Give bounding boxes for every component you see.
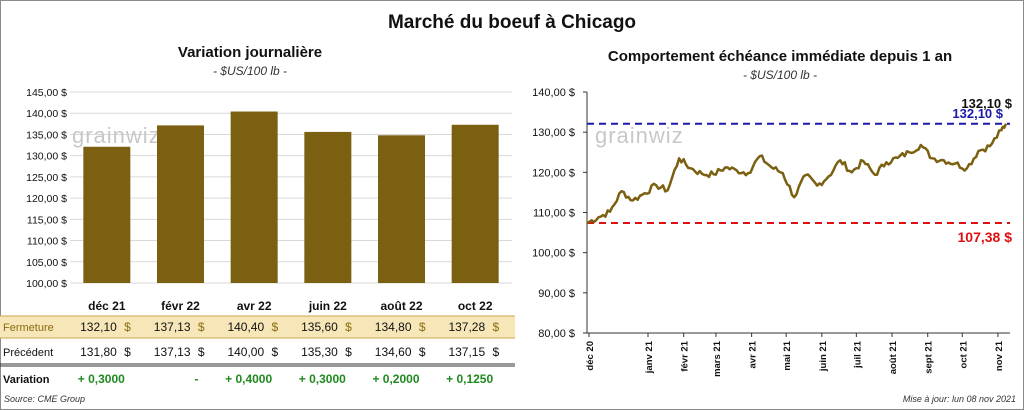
variation-value: + 0,3000 bbox=[78, 372, 125, 386]
bar bbox=[378, 135, 425, 283]
right-x-tick: juin 21 bbox=[818, 340, 829, 372]
right-x-tick: févr 21 bbox=[680, 340, 691, 371]
right-x-tick: déc 20 bbox=[585, 341, 596, 371]
category-label: avr 22 bbox=[237, 299, 272, 313]
left-y-tick: 100,00 $ bbox=[26, 278, 67, 290]
precedent-value: 137,15 bbox=[448, 345, 485, 359]
right-y-axis: 140,00 $ 130,00 $ 120,00 $ 110,00 $ 100,00 $… bbox=[532, 87, 587, 340]
right-x-tick: juil 21 bbox=[852, 340, 863, 369]
right-x-tick: août 21 bbox=[888, 340, 899, 374]
right-y-tick: 80,00 $ bbox=[538, 328, 575, 340]
precedent-currency: $ bbox=[271, 345, 278, 359]
bar bbox=[157, 125, 204, 283]
fermeture-currency: $ bbox=[198, 320, 205, 334]
left-y-tick: 125,00 $ bbox=[26, 172, 67, 184]
bar bbox=[83, 146, 131, 283]
last-value-label: 132,10 $ bbox=[961, 96, 1012, 111]
right-y-tick: 100,00 $ bbox=[532, 248, 575, 260]
fermeture-currency: $ bbox=[492, 320, 499, 334]
right-y-tick: 90,00 $ bbox=[538, 288, 575, 300]
left-y-tick: 120,00 $ bbox=[26, 193, 67, 205]
right-x-tick: oct 21 bbox=[958, 340, 969, 368]
left-y-tick: 115,00 $ bbox=[27, 214, 67, 226]
fermeture-value: 134,80 bbox=[375, 320, 412, 334]
variation-label: Variation bbox=[3, 374, 50, 386]
left-bars: déc 21 févr 22 avr 22 juin 22 août 22 oct 22 bbox=[83, 111, 499, 313]
category-label: août 22 bbox=[380, 299, 422, 313]
fermeture-value: 140,40 bbox=[227, 320, 264, 334]
left-y-tick: 135,00 $ bbox=[26, 129, 67, 141]
category-label: déc 21 bbox=[88, 299, 126, 313]
high-label: 132,10 $ bbox=[952, 106, 1003, 121]
fermeture-value: 137,13 bbox=[154, 320, 191, 334]
precedent-currency: $ bbox=[492, 345, 499, 359]
bar bbox=[304, 131, 352, 283]
source-note: Source: CME Group bbox=[4, 394, 86, 404]
left-subtitle: Variation journalière bbox=[177, 44, 323, 61]
category-label: juin 22 bbox=[308, 299, 347, 313]
precedent-value: 134,60 bbox=[375, 345, 412, 359]
left-y-tick: 110,00 $ bbox=[27, 236, 67, 248]
right-x-tick: nov 21 bbox=[994, 340, 1005, 371]
precedent-label: Précédent bbox=[3, 347, 53, 359]
fermeture-row-bg bbox=[0, 316, 515, 338]
variation-value: + 0,1250 bbox=[446, 372, 493, 386]
fermeture-value: 135,60 bbox=[301, 320, 338, 334]
precedent-value: 131,80 bbox=[80, 345, 117, 359]
right-x-tick: mai 21 bbox=[782, 340, 793, 370]
fermeture-value: 137,28 bbox=[448, 320, 485, 334]
left-y-tick: 130,00 $ bbox=[26, 151, 67, 163]
variation-value: + 0,3000 bbox=[299, 372, 346, 386]
variation-value: + 0,2000 bbox=[372, 372, 419, 386]
fermeture-currency: $ bbox=[124, 320, 131, 334]
right-x-tick: janv 21 bbox=[644, 340, 655, 374]
left-watermark: grainwiz bbox=[72, 123, 161, 148]
low-label: 107,38 $ bbox=[958, 229, 1013, 245]
right-watermark: grainwiz bbox=[595, 123, 684, 148]
variation-value: - bbox=[195, 372, 199, 386]
right-y-tick: 130,00 $ bbox=[532, 127, 575, 139]
left-table: 132,10 $131,80 $ + 0,3000 137,13 $137,13 $ - 140… bbox=[78, 320, 500, 386]
right-unit: - $US/100 lb - bbox=[742, 68, 818, 82]
fermeture-currency: $ bbox=[419, 320, 426, 334]
bar bbox=[230, 111, 278, 283]
left-y-axis: 145,00 $ 140,00 $ 135,00 $ 130,00 $ 125,00 $… bbox=[26, 87, 67, 290]
right-x-tick: sept 21 bbox=[924, 340, 935, 373]
right-subtitle: Comportement échéance immédiate depuis 1… bbox=[607, 48, 953, 65]
precedent-value: 137,13 bbox=[154, 345, 191, 359]
fermeture-currency: $ bbox=[271, 320, 278, 334]
price-series bbox=[586, 123, 1008, 225]
bar bbox=[451, 124, 499, 283]
precedent-value: 140,00 bbox=[227, 345, 264, 359]
update-note: Mise à jour: lun 08 nov 2021 bbox=[902, 394, 1016, 404]
category-label: oct 22 bbox=[458, 299, 493, 313]
right-y-tick: 110,00 $ bbox=[533, 208, 575, 220]
fermeture-value: 132,10 bbox=[80, 320, 117, 334]
left-gridlines bbox=[70, 91, 512, 284]
right-x-tick: avr 21 bbox=[748, 340, 759, 368]
precedent-value: 135,30 bbox=[301, 345, 338, 359]
right-y-tick: 140,00 $ bbox=[532, 87, 575, 99]
category-label: févr 22 bbox=[161, 299, 200, 313]
left-y-tick: 105,00 $ bbox=[26, 257, 67, 269]
variation-value: + 0,4000 bbox=[225, 372, 272, 386]
right-x-axis: déc 20 janv 21 févr 21 mars 21 avr 21 mai 21 j… bbox=[585, 333, 1005, 377]
fermeture-label: Fermeture bbox=[3, 322, 54, 334]
right-y-tick: 120,00 $ bbox=[532, 167, 575, 179]
left-y-tick: 145,00 $ bbox=[26, 87, 67, 99]
precedent-currency: $ bbox=[419, 345, 426, 359]
fermeture-currency: $ bbox=[345, 320, 352, 334]
precedent-currency: $ bbox=[124, 345, 131, 359]
left-y-tick: 140,00 $ bbox=[26, 108, 67, 120]
right-x-tick: mars 21 bbox=[712, 340, 723, 377]
left-unit: - $US/100 lb - bbox=[212, 64, 288, 78]
precedent-currency: $ bbox=[198, 345, 205, 359]
precedent-currency: $ bbox=[345, 345, 352, 359]
page-title: Marché du boeuf à Chicago bbox=[387, 12, 637, 33]
